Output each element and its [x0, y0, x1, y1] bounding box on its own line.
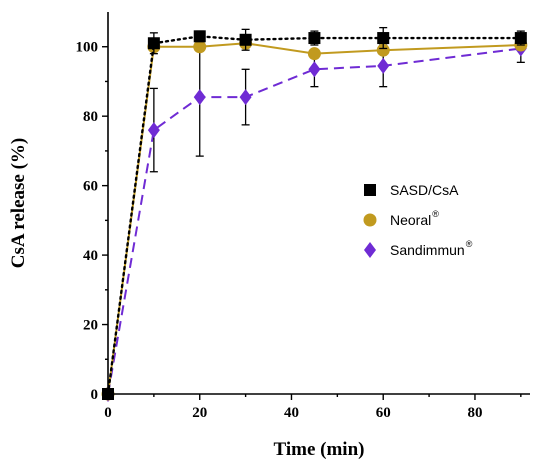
y-tick-label-80: 80 — [83, 109, 98, 125]
data-point — [377, 57, 390, 74]
legend-marker — [363, 213, 377, 227]
axes: 0 20 40 60 80 0 20 40 60 80 100 — [76, 12, 530, 421]
legend-sup: ® — [432, 209, 439, 219]
series-line — [107, 47, 521, 395]
data-point — [147, 122, 160, 139]
y-tick-label-40: 40 — [83, 248, 98, 264]
legend-label: Neoral — [390, 212, 431, 228]
y-ticks: 0 20 40 60 80 100 — [76, 40, 108, 403]
x-ticks: 0 20 40 60 80 — [104, 394, 522, 421]
y-axis-title: CsA release (%) — [8, 138, 29, 269]
y-tick-label-20: 20 — [83, 318, 98, 334]
data-point — [376, 43, 390, 57]
data-point — [308, 61, 321, 78]
data-point — [308, 32, 321, 45]
y-tick-label-100: 100 — [76, 40, 99, 56]
legend-marker — [364, 184, 376, 196]
legend-label: Sandimmun — [390, 242, 465, 258]
data-point — [193, 40, 207, 54]
data-point — [514, 32, 527, 45]
y-tick-label-60: 60 — [83, 179, 98, 195]
legend-item-sandimmun: Sandimmun ® — [364, 239, 473, 258]
series-sandimmun — [102, 33, 527, 402]
data-point — [239, 33, 252, 46]
legend-item-neoral: Neoral ® — [363, 209, 439, 228]
x-tick-label-80: 80 — [467, 405, 482, 421]
series-neoral — [101, 36, 528, 401]
x-tick-label-20: 20 — [192, 405, 207, 421]
series-line — [106, 35, 523, 396]
data-point — [377, 32, 390, 45]
legend-marker — [364, 242, 376, 258]
data-point — [193, 89, 206, 106]
x-tick-label-60: 60 — [376, 405, 391, 421]
plot-area — [101, 26, 528, 402]
y-tick-label-0: 0 — [91, 387, 99, 403]
legend-item-sasd-csa: SASD/CsA — [364, 182, 459, 198]
series-line — [107, 42, 521, 395]
x-axis-title: Time (min) — [274, 439, 365, 460]
legend-sup: ® — [466, 239, 473, 249]
data-point — [239, 89, 252, 106]
data-point — [307, 47, 321, 61]
x-tick-label-40: 40 — [284, 405, 299, 421]
legend-label: SASD/CsA — [390, 182, 459, 198]
x-tick-label-0: 0 — [104, 405, 112, 421]
data-point — [193, 30, 206, 43]
data-point — [147, 37, 160, 50]
